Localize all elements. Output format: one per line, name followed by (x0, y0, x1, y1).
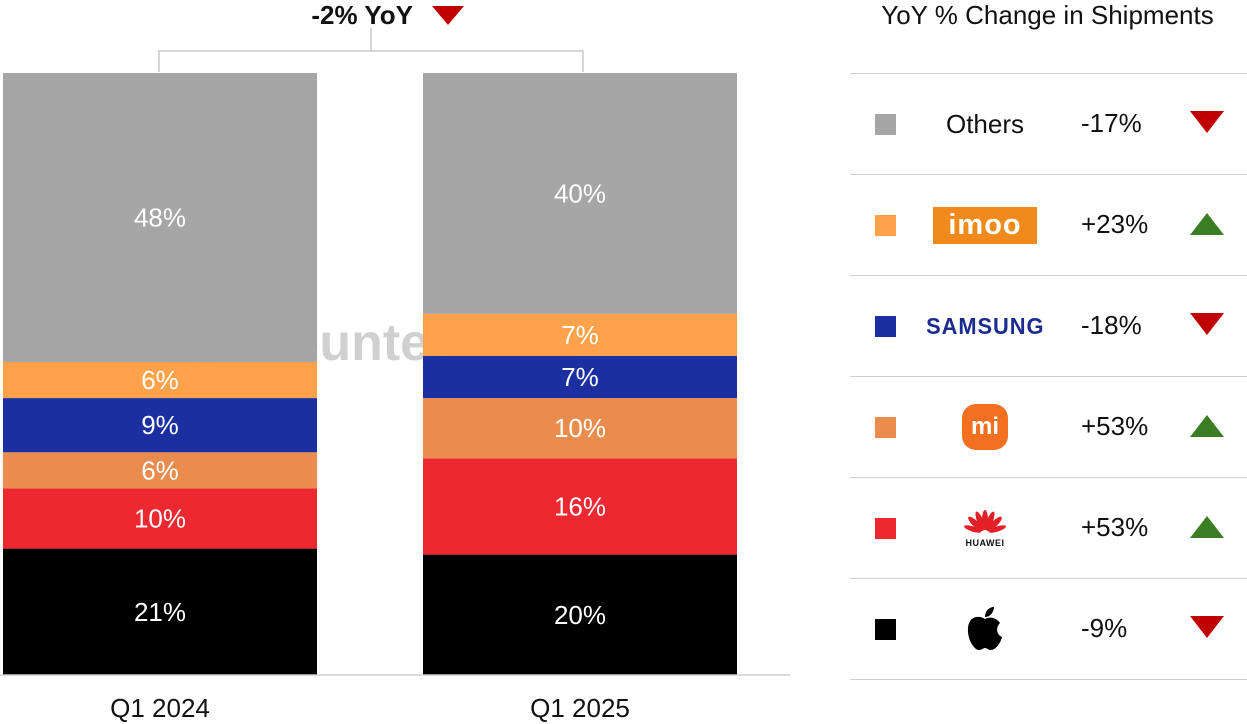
legend-change-xiaomi: +53% (1081, 411, 1149, 441)
data-label-apple-2: 20% (554, 600, 606, 630)
data-label-others-1: 48% (134, 202, 186, 232)
bar-segment-others-1 (3, 73, 317, 362)
bar-segment-samsung-1 (3, 398, 317, 453)
imoo-logo: imoo (933, 206, 1037, 244)
bar-segment-others-2 (423, 73, 737, 314)
legend-title: YoY % Change in Shipments (881, 0, 1214, 30)
imoo-logo-container: imoo (920, 175, 1050, 275)
yoy-arrow-down-icon (432, 6, 464, 25)
legend-swatch-apple (875, 619, 896, 640)
bar-segment-apple-2 (423, 554, 737, 675)
legend-row-huawei: HUAWEI +53% (850, 477, 1247, 578)
bar-segment-xiaomi-2 (423, 398, 737, 459)
x-axis-labels: Q1 2024 Q1 2025 (110, 693, 630, 723)
legend-change-apple: -9% (1081, 613, 1128, 643)
data-label-samsung-1: 9% (141, 410, 179, 440)
data-label-imoo-2: 7% (561, 320, 599, 350)
arrow-down-icon (1190, 313, 1224, 335)
legend-row-others: Others -17% (850, 73, 1247, 174)
data-label-imoo-1: 6% (141, 365, 179, 395)
data-label-huawei-1: 10% (134, 503, 186, 533)
others-label-container: Others (920, 74, 1050, 174)
bar-segment-huawei-1 (3, 488, 317, 549)
bar-segment-huawei-2 (423, 458, 737, 555)
bar-segment-samsung-2 (423, 355, 737, 399)
yoy-bracket (158, 50, 584, 72)
legend-swatch-imoo (875, 215, 896, 236)
huawei-wordmark: HUAWEI (965, 537, 1005, 548)
data-label-xiaomi-2: 10% (554, 413, 606, 443)
bar-segment-imoo-2 (423, 313, 737, 356)
bar-segment-xiaomi-1 (3, 452, 317, 489)
legend-swatch-samsung (875, 316, 896, 337)
huawei-logo-container: HUAWEI (920, 478, 1050, 578)
legend-change-samsung: -18% (1081, 310, 1142, 340)
data-label-samsung-2: 7% (561, 362, 599, 392)
legend-row-xiaomi: mi +53% (850, 376, 1247, 477)
apple-logo-icon (967, 607, 1002, 650)
xiaomi-logo: mi (962, 404, 1008, 450)
yoy-text: -2% YoY (311, 0, 413, 30)
arrow-up-icon (1190, 415, 1224, 437)
data-label-others-2: 40% (554, 178, 606, 208)
legend-row-samsung: SAMSUNG -18% (850, 275, 1247, 376)
legend: Others -17% imoo +23% SAMSUNG -18% mi +5… (850, 73, 1247, 680)
bar-segment-imoo-1 (3, 361, 317, 399)
samsung-logo-container: SAMSUNG (920, 276, 1050, 376)
bars-layer: 21% 10% 6% 9% 6% 48% 20% 16% 10% 7% 7% 40% (3, 73, 737, 675)
x-tick-label-2: Q1 2025 (530, 693, 630, 723)
yoy-annotation: -2% YoY (158, 0, 584, 72)
arrow-down-icon (1190, 111, 1224, 133)
legend-change-imoo: +23% (1081, 209, 1149, 239)
data-label-apple-1: 21% (134, 597, 186, 627)
data-label-huawei-2: 16% (554, 491, 606, 521)
arrow-up-icon (1190, 213, 1224, 235)
legend-swatch-xiaomi (875, 417, 896, 438)
others-label: Others (945, 108, 1025, 139)
data-label-xiaomi-1: 6% (141, 455, 179, 485)
huawei-flower-icon (964, 509, 1006, 533)
legend-row-imoo: imoo +23% (850, 174, 1247, 275)
samsung-logo: SAMSUNG (925, 312, 1045, 339)
xiaomi-logo-container: mi (920, 377, 1050, 477)
bar-segment-apple-1 (3, 548, 317, 675)
apple-logo-container (920, 579, 1050, 679)
legend-row-apple: -9% (850, 578, 1247, 680)
legend-change-others: -17% (1081, 108, 1142, 138)
legend-swatch-huawei (875, 518, 896, 539)
arrow-down-icon (1190, 616, 1224, 638)
huawei-logo: HUAWEI (962, 509, 1008, 548)
legend-swatch-others (875, 114, 896, 135)
arrow-up-icon (1190, 516, 1224, 538)
x-tick-label-1: Q1 2024 (110, 693, 210, 723)
legend-change-huawei: +53% (1081, 512, 1149, 542)
